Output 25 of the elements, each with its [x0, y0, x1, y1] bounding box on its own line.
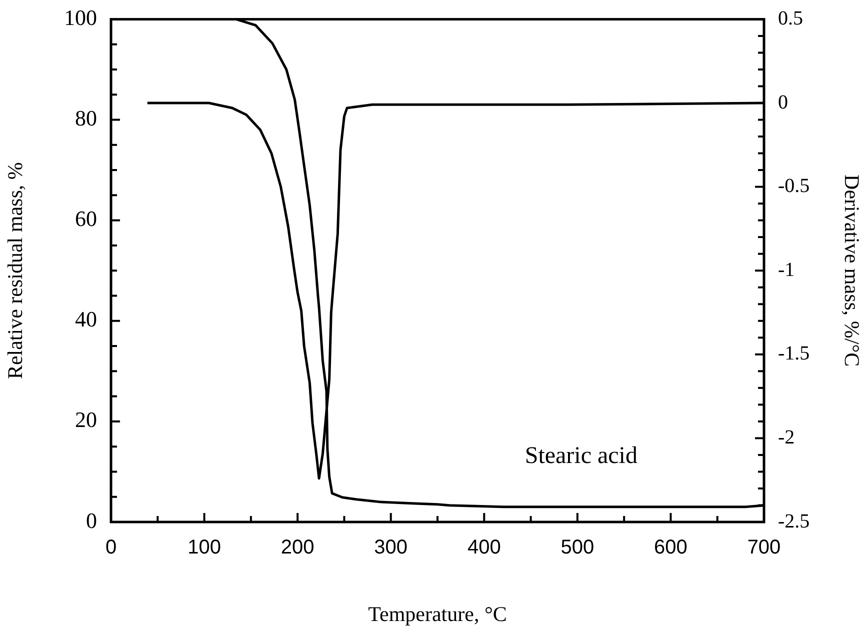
y-tick-label: 40	[75, 306, 97, 332]
y-axis-title: Relative residual mass, %	[3, 162, 28, 380]
y-tick-label: 20	[75, 407, 97, 432]
x-tick-label: 700	[747, 536, 781, 559]
x-tick-label: 300	[374, 536, 408, 559]
y-tick-label: 100	[64, 4, 97, 30]
y-tick-label: 0	[86, 508, 97, 533]
y2-tick-label: 0	[778, 91, 788, 114]
y2-axis-title: Derivative mass, %/°C	[840, 174, 864, 367]
x-tick-label: 0	[105, 536, 117, 559]
y2-tick-label: 0.5	[778, 7, 803, 30]
y2-tick-label: -1	[778, 258, 795, 281]
x-tick-label: 100	[188, 536, 221, 559]
x-axis-title: Temperature, °C	[368, 602, 507, 626]
y-tick-label: 80	[75, 106, 97, 131]
y2-tick-label: -0.5	[778, 175, 810, 198]
y2-tick-label: -1.5	[778, 342, 810, 365]
x-tick-label: 500	[560, 536, 594, 559]
y-tick-label: 60	[75, 206, 97, 232]
y2-tick-label: -2.5	[778, 510, 810, 532]
x-tick-label: 400	[467, 536, 501, 559]
x-tick-label: 200	[280, 536, 314, 559]
y2-tick-label: -2	[778, 426, 795, 448]
x-tick-label: 600	[654, 536, 688, 559]
annotation: Stearic acid	[524, 442, 638, 469]
